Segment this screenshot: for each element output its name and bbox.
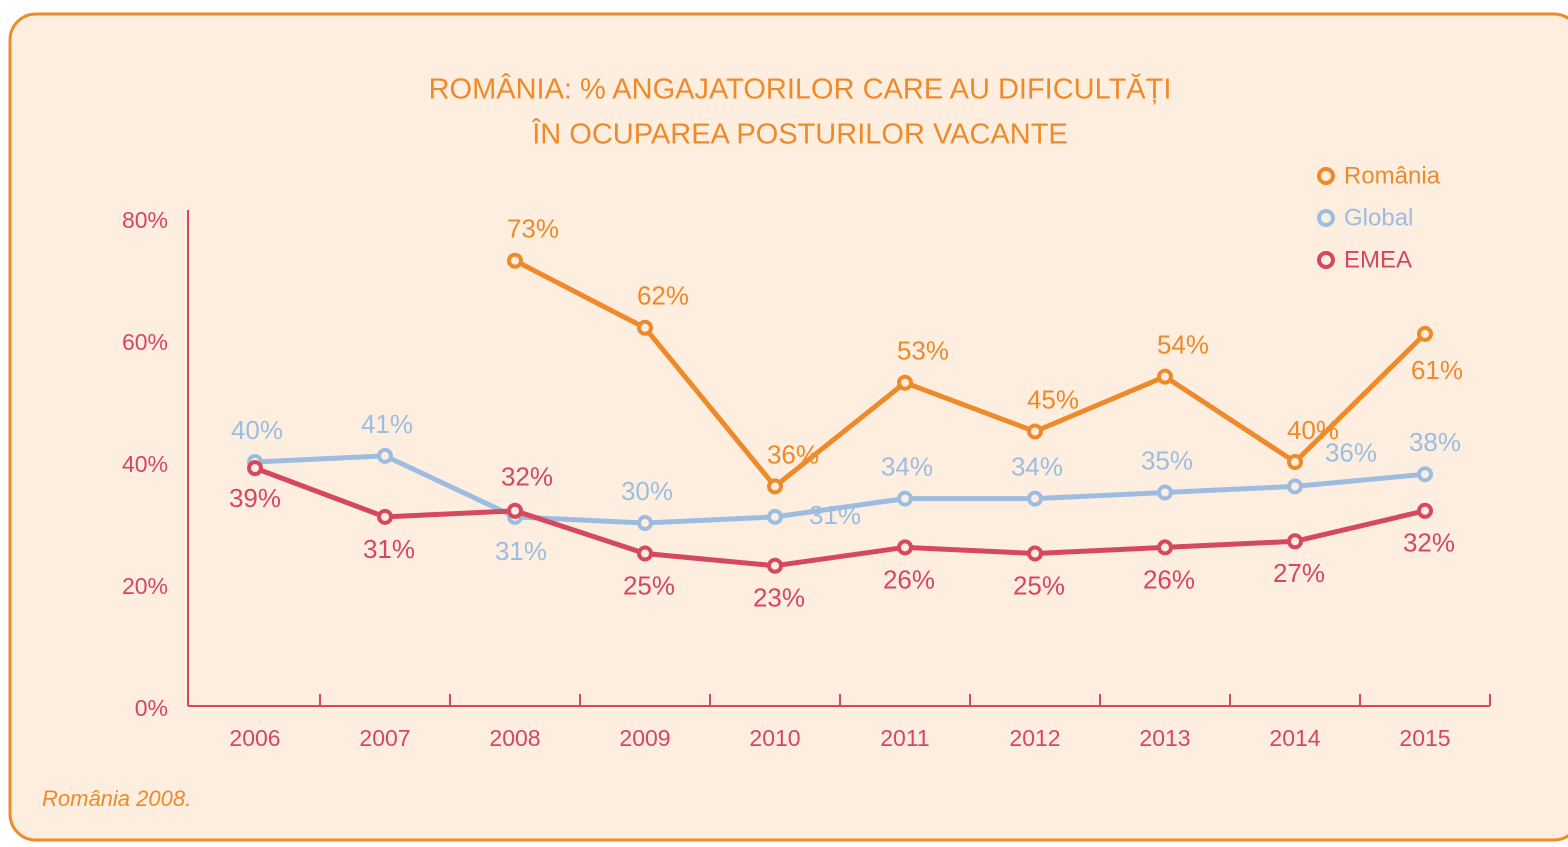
x-tick-label: 2011: [880, 725, 929, 751]
data-point: [247, 460, 263, 477]
y-tick-label: 0%: [135, 695, 168, 721]
data-point: [1027, 490, 1043, 507]
data-label: 41%: [361, 409, 413, 439]
x-tick-label: 2008: [489, 725, 540, 751]
data-label: 30%: [621, 476, 673, 506]
x-tick-label: 2009: [619, 725, 670, 751]
data-label: 23%: [753, 583, 805, 613]
data-label: 26%: [1143, 564, 1195, 594]
data-point: [1157, 368, 1173, 385]
data-point: [1027, 423, 1043, 440]
data-label: 26%: [883, 564, 935, 594]
x-tick-label: 2015: [1399, 725, 1450, 751]
y-tick-label: 40%: [122, 451, 168, 477]
chart-title: ROMÂNIA: % ANGAJATORILOR CARE AU DIFICUL…: [429, 73, 1172, 106]
data-point: [507, 502, 523, 519]
data-point: [767, 478, 783, 495]
x-tick-label: 2010: [749, 725, 800, 751]
data-point: [1287, 533, 1303, 550]
data-point: [767, 508, 783, 525]
legend-label: România: [1344, 162, 1441, 189]
data-point: [897, 490, 913, 507]
legend-label: Global: [1344, 204, 1413, 231]
data-point: [1417, 502, 1433, 519]
y-tick-label: 60%: [122, 329, 168, 355]
data-label: 25%: [1013, 570, 1065, 600]
data-label: 31%: [809, 500, 861, 530]
legend-marker: [1317, 251, 1335, 269]
series-line: [254, 453, 1426, 526]
data-label: 45%: [1027, 384, 1079, 414]
data-label: 31%: [363, 534, 415, 564]
data-point: [637, 319, 653, 336]
data-point: [1417, 325, 1433, 342]
x-tick-label: 2006: [229, 725, 280, 751]
legend-label: EMEA: [1344, 246, 1412, 273]
x-tick-label: 2013: [1139, 725, 1190, 751]
data-point: [1287, 478, 1303, 495]
data-label: 36%: [767, 439, 819, 469]
data-label: 62%: [637, 281, 689, 311]
data-point: [1417, 466, 1433, 483]
data-label: 36%: [1325, 437, 1377, 467]
data-label: 25%: [623, 570, 675, 600]
x-tick-label: 2012: [1009, 725, 1060, 751]
footnote: România 2008.: [42, 786, 191, 811]
legend-marker: [1317, 209, 1335, 227]
data-point: [1287, 454, 1303, 470]
data-label: 40%: [231, 415, 283, 445]
data-label: 34%: [881, 451, 933, 481]
data-point: [897, 539, 913, 556]
legend-marker: [1317, 167, 1335, 185]
data-label: 73%: [507, 214, 559, 244]
data-label: 34%: [1011, 451, 1063, 481]
data-point: [1157, 539, 1173, 556]
y-tick-label: 20%: [122, 573, 168, 599]
data-label: 39%: [229, 483, 281, 513]
x-tick-label: 2007: [359, 725, 410, 751]
data-label: 40%: [1287, 415, 1339, 445]
data-point: [507, 252, 523, 269]
data-label: 53%: [897, 336, 949, 366]
data-label: 27%: [1273, 558, 1325, 588]
y-tick-label: 80%: [122, 207, 168, 233]
x-tick-label: 2014: [1269, 725, 1320, 751]
series-line: [254, 465, 1426, 569]
data-point: [897, 374, 913, 391]
data-label: 31%: [495, 536, 547, 566]
chart-frame: [8, 12, 1568, 842]
data-point: [637, 545, 653, 562]
data-label: 38%: [1409, 427, 1461, 457]
chart-title: ÎN OCUPAREA POSTURILOR VACANTE: [531, 118, 1068, 151]
data-point: [767, 557, 783, 574]
data-point: [377, 447, 393, 464]
data-label: 32%: [501, 462, 553, 492]
data-point: [637, 515, 653, 531]
data-point: [377, 508, 393, 525]
data-label: 32%: [1403, 528, 1455, 558]
data-point: [1027, 545, 1043, 562]
data-label: 35%: [1141, 445, 1193, 475]
series-line: [513, 258, 1427, 489]
data-point: [1157, 484, 1173, 501]
data-label: 54%: [1157, 329, 1209, 359]
data-label: 61%: [1411, 355, 1463, 385]
